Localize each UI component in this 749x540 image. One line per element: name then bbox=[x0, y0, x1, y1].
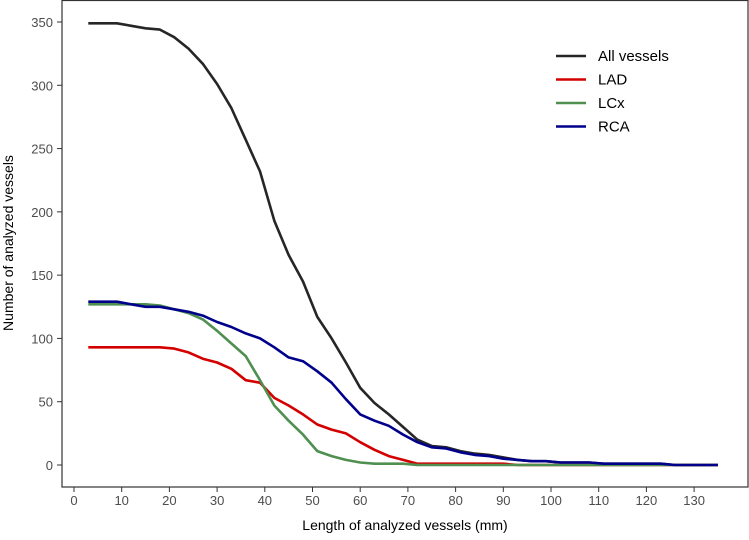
y-tick-label: 50 bbox=[39, 395, 53, 410]
series-line-all-vessels bbox=[88, 22, 718, 467]
series-lines bbox=[88, 22, 718, 467]
y-axis-label: Number of analyzed vessels bbox=[0, 155, 16, 331]
legend-label: All vessels bbox=[598, 48, 669, 65]
legend-label: LCx bbox=[598, 95, 625, 112]
legend-label: RCA bbox=[598, 119, 630, 136]
y-tick-label: 350 bbox=[31, 15, 53, 30]
series-line-lad bbox=[88, 346, 718, 467]
y-tick-label: 0 bbox=[46, 458, 53, 473]
x-tick-label: 130 bbox=[683, 493, 705, 508]
x-tick-label: 60 bbox=[353, 493, 367, 508]
x-tick-label: 110 bbox=[588, 493, 609, 508]
legend-label: LAD bbox=[598, 72, 627, 89]
y-tick-label: 300 bbox=[31, 78, 53, 93]
series-line-lcx bbox=[88, 303, 718, 467]
y-axis: 0 50 100 150 200 250 300 350 bbox=[31, 15, 62, 473]
x-tick-label: 40 bbox=[258, 493, 272, 508]
x-tick-label: 50 bbox=[305, 493, 319, 508]
x-tick-label: 10 bbox=[114, 493, 128, 508]
x-axis-label: Length of analyzed vessels (mm) bbox=[302, 517, 507, 533]
x-tick-label: 90 bbox=[496, 493, 510, 508]
x-tick-label: 20 bbox=[162, 493, 176, 508]
legend: All vessels LAD LCx RCA bbox=[556, 48, 669, 136]
y-tick-label: 100 bbox=[31, 331, 53, 346]
series-line-rca bbox=[88, 300, 718, 467]
y-tick-label: 200 bbox=[31, 205, 53, 220]
x-tick-label: 120 bbox=[636, 493, 658, 508]
plot-panel-border bbox=[61, 0, 749, 488]
y-tick-label: 150 bbox=[31, 268, 53, 283]
x-axis: 0 10 20 30 40 50 60 70 80 90 100 110 120 130 bbox=[70, 487, 705, 508]
x-tick-label: 0 bbox=[70, 493, 77, 508]
y-tick-label: 250 bbox=[31, 142, 53, 157]
x-tick-label: 80 bbox=[448, 493, 462, 508]
x-tick-label: 70 bbox=[401, 493, 415, 508]
x-tick-label: 30 bbox=[210, 493, 224, 508]
x-tick-label: 100 bbox=[540, 493, 562, 508]
